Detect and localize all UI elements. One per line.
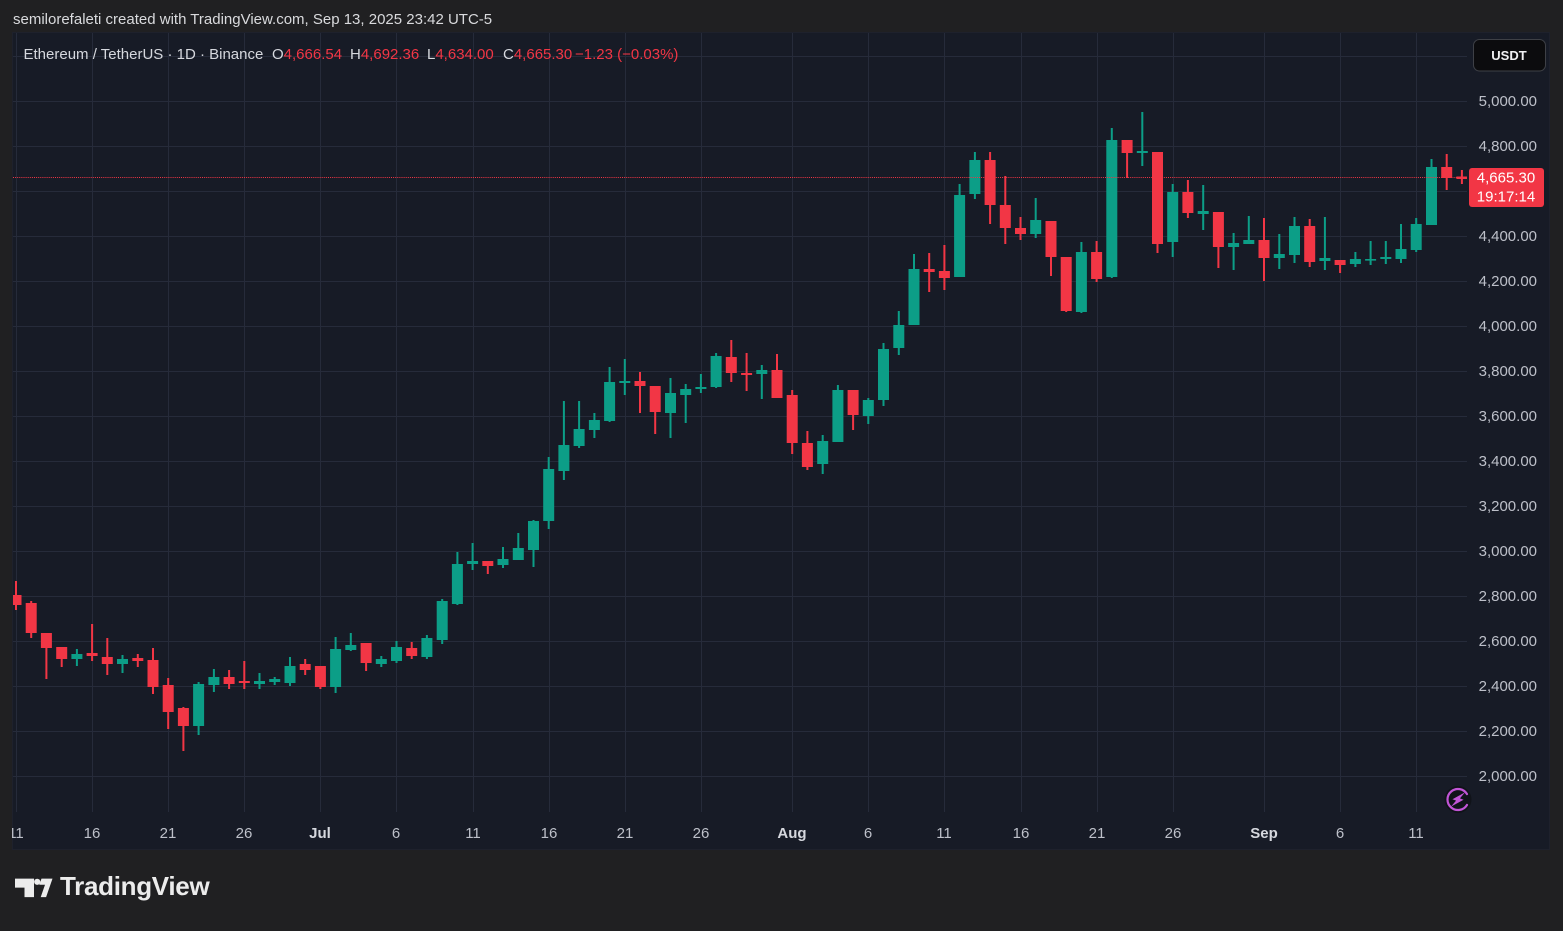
svg-text:Sep: Sep xyxy=(1250,825,1278,842)
svg-text:16: 16 xyxy=(541,825,558,842)
svg-text:3,600.00: 3,600.00 xyxy=(1479,408,1537,425)
svg-text:19:17:14: 19:17:14 xyxy=(1477,189,1535,206)
svg-text:4,000.00: 4,000.00 xyxy=(1479,318,1537,335)
svg-text:−1.23 (−0.03%): −1.23 (−0.03%) xyxy=(575,46,678,63)
svg-text:4,800.00: 4,800.00 xyxy=(1479,138,1537,155)
svg-text:2,800.00: 2,800.00 xyxy=(1479,588,1537,605)
svg-text:26: 26 xyxy=(236,825,253,842)
svg-text:Aug: Aug xyxy=(777,825,806,842)
svg-text:C4,665.30: C4,665.30 xyxy=(503,46,572,63)
svg-text:O4,666.54: O4,666.54 xyxy=(272,46,342,63)
svg-text:Jul: Jul xyxy=(309,825,331,842)
svg-text:3,800.00: 3,800.00 xyxy=(1479,363,1537,380)
svg-text:4,400.00: 4,400.00 xyxy=(1479,228,1537,245)
svg-text:11: 11 xyxy=(8,825,24,842)
svg-text:26: 26 xyxy=(1165,825,1182,842)
svg-text:4,200.00: 4,200.00 xyxy=(1479,273,1537,290)
svg-text:3,000.00: 3,000.00 xyxy=(1479,543,1537,560)
svg-text:TradingView: TradingView xyxy=(60,871,210,901)
svg-text:16: 16 xyxy=(84,825,101,842)
svg-text:4,665.30: 4,665.30 xyxy=(1477,170,1535,187)
svg-text:3,200.00: 3,200.00 xyxy=(1479,498,1537,515)
svg-text:2,400.00: 2,400.00 xyxy=(1479,678,1537,695)
svg-text:6: 6 xyxy=(864,825,872,842)
svg-text:6: 6 xyxy=(1336,825,1344,842)
svg-text:USDT: USDT xyxy=(1491,48,1526,63)
svg-text:3,400.00: 3,400.00 xyxy=(1479,453,1537,470)
svg-text:11: 11 xyxy=(1408,825,1424,842)
svg-text:11: 11 xyxy=(936,825,952,842)
svg-text:Ethereum / TetherUS · 1D · Bin: Ethereum / TetherUS · 1D · Binance xyxy=(24,46,264,63)
svg-text:26: 26 xyxy=(693,825,710,842)
svg-text:5,000.00: 5,000.00 xyxy=(1479,93,1537,110)
svg-text:2,000.00: 2,000.00 xyxy=(1479,768,1537,785)
svg-text:21: 21 xyxy=(1089,825,1106,842)
svg-text:semilorefaleti created with Tr: semilorefaleti created with TradingView.… xyxy=(13,11,492,28)
svg-text:L4,634.00: L4,634.00 xyxy=(427,46,494,63)
svg-text:6: 6 xyxy=(392,825,400,842)
svg-text:21: 21 xyxy=(160,825,177,842)
svg-text:2,600.00: 2,600.00 xyxy=(1479,633,1537,650)
svg-text:H4,692.36: H4,692.36 xyxy=(350,46,419,63)
svg-text:16: 16 xyxy=(1013,825,1030,842)
svg-text:21: 21 xyxy=(617,825,634,842)
svg-text:11: 11 xyxy=(465,825,481,842)
svg-text:2,200.00: 2,200.00 xyxy=(1479,723,1537,740)
